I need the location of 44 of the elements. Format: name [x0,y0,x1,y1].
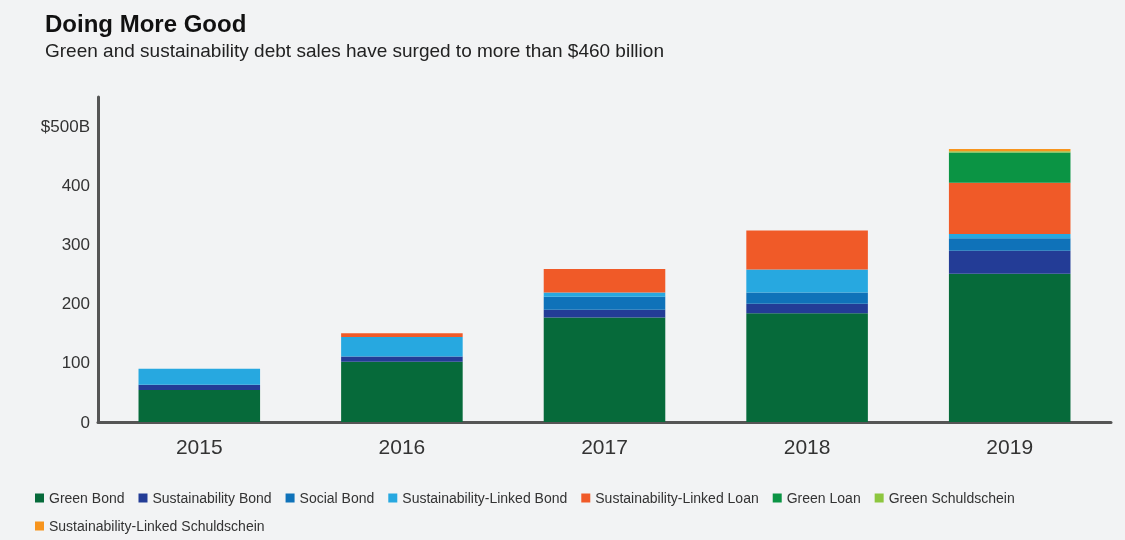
bar [543,317,666,422]
x-tick-label: 2019 [986,435,1034,458]
legend-label: Green Loan [786,490,861,506]
bar [138,384,261,391]
bar [746,313,868,422]
legend-label: Social Bond [299,490,375,506]
bar [746,230,868,270]
legend-label: Sustainability-Linked Bond [402,490,568,506]
bar [948,152,1071,183]
bar [543,309,666,318]
chart-subtitle: Green and sustainability debt sales have surged to more than $460 billion [45,40,664,61]
y-tick-label: 200 [61,294,90,314]
bar [746,269,868,293]
x-tick-label: 2016 [378,435,426,458]
bar [948,238,1071,251]
legend-label: Green Schuldschein [888,490,1015,506]
y-tick-label: 400 [61,176,90,196]
bar [138,368,261,385]
bar [948,182,1071,235]
bar [341,361,463,422]
bar [746,303,868,314]
bar [543,292,666,297]
y-tick-label: $500B [40,117,90,137]
bar [341,356,463,362]
bar [543,296,666,310]
bar [746,292,868,304]
legend-label: Sustainability-Linked Loan [595,490,759,506]
bar [341,336,463,357]
y-tick-label: 300 [61,235,90,255]
bar [543,268,666,293]
chart-title: Doing More Good [45,9,247,37]
legend-label: Sustainability-Linked Schuldschein [49,518,265,534]
legend-label: Green Bond [49,490,125,506]
y-tick-label: 100 [61,353,90,373]
bar [948,234,1071,239]
bar [948,273,1071,422]
y-tick-label: 0 [80,412,90,432]
x-tick-label: 2018 [783,435,831,458]
bar [341,333,463,337]
legend-label: Sustainability Bond [152,490,272,506]
bar [948,250,1071,274]
bar [138,390,261,422]
x-tick-label: 2015 [175,435,223,458]
x-tick-label: 2017 [581,435,628,458]
